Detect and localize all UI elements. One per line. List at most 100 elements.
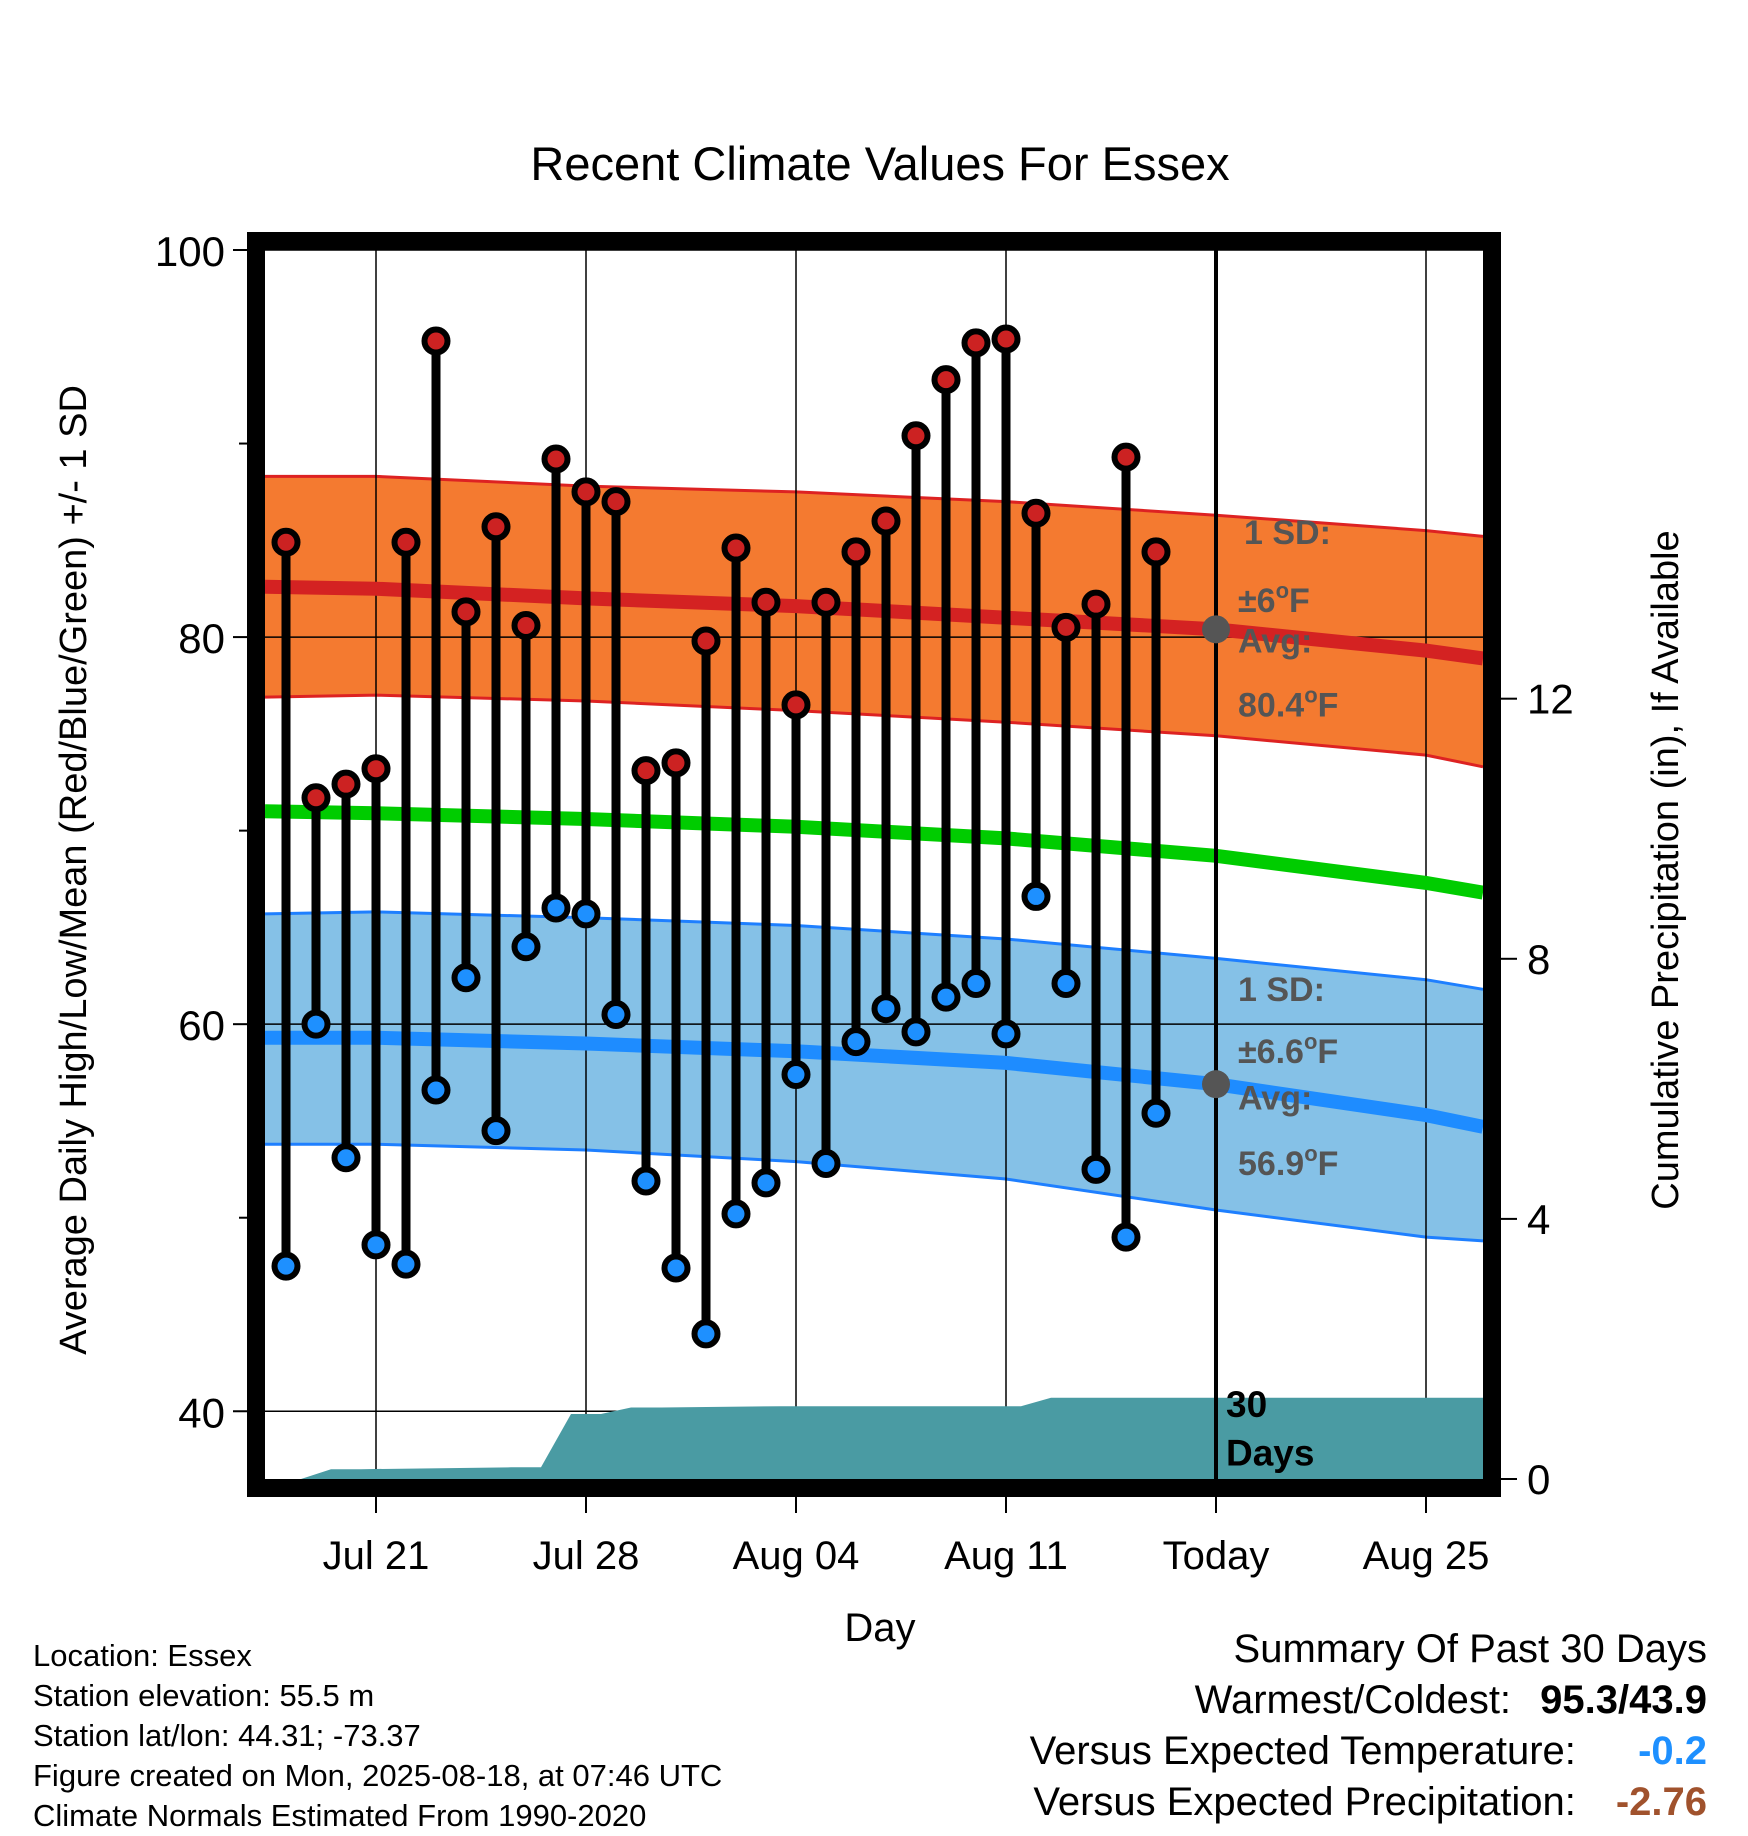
low-temp-point — [271, 1251, 301, 1281]
low-normal-line — [265, 1030, 1485, 1134]
precip-area — [301, 1397, 1483, 1479]
y2-tick-label: 0 — [1527, 1456, 1550, 1503]
high-temp-point — [991, 324, 1021, 354]
latlon-text: Station lat/lon: 44.31; -73.37 — [33, 1718, 421, 1753]
low-temp-point — [661, 1253, 691, 1283]
temp-deviation-label: Versus Expected Temperature: — [1029, 1729, 1576, 1773]
low-temp-point — [871, 994, 901, 1024]
x-tick-label: Jul 21 — [323, 1534, 430, 1578]
low-sd-value: ±6.6oF — [1238, 1029, 1338, 1071]
low-temp-point — [691, 1319, 721, 1349]
low-temp-point — [331, 1143, 361, 1173]
x-tick-label: Aug 11 — [944, 1534, 1068, 1578]
low-temp-point — [1021, 881, 1051, 911]
today-high-avg-marker — [1202, 615, 1230, 644]
x-tick-label: Aug 04 — [733, 1534, 860, 1578]
y2-tick-label: 8 — [1527, 936, 1550, 983]
y-tick-label: 60 — [178, 1002, 225, 1049]
chart-title: Recent Climate Values For Essex — [530, 137, 1229, 190]
x-tick-label: Jul 28 — [533, 1534, 640, 1578]
high-sd-upper-edge — [265, 474, 1484, 538]
y-tick-label: 100 — [155, 228, 225, 275]
low-sd-upper-edge — [264, 910, 1484, 991]
high-temp-point — [271, 527, 301, 557]
today-days-number: 30 — [1226, 1384, 1267, 1425]
high-temp-point — [481, 512, 511, 542]
low-temp-point — [631, 1166, 661, 1196]
high-temp-point — [541, 444, 571, 474]
x-tick-label: Today — [1163, 1534, 1270, 1578]
normals-text: Climate Normals Estimated From 1990-2020 — [33, 1798, 647, 1833]
high-temp-point — [1051, 612, 1081, 642]
high-normal-line — [264, 579, 1484, 666]
low-temp-point — [901, 1017, 931, 1047]
high-temp-point — [601, 487, 631, 517]
low-avg-label: Avg: — [1238, 1079, 1312, 1117]
summary-title: Summary Of Past 30 Days — [1233, 1627, 1707, 1671]
low-temp-point — [1141, 1098, 1171, 1128]
low-temp-point — [421, 1075, 451, 1105]
high-temp-point — [751, 587, 781, 617]
y2-axis-label: Cumulative Precipitation (in), If Availa… — [1645, 530, 1687, 1209]
high-temp-point — [361, 754, 391, 784]
location-text: Location: Essex — [33, 1638, 252, 1673]
high-temp-point — [331, 769, 361, 799]
plot-frame — [247, 232, 1501, 1497]
summary-block: Summary Of Past 30 Days Warmest/Coldest:… — [1030, 1624, 1707, 1828]
high-temp-point — [571, 477, 601, 507]
high-temp-point — [721, 533, 751, 563]
high-sd-label: 1 SD: — [1244, 514, 1331, 552]
axes: 40 60 80 100 0 4 8 12 Jul 21 Jul 28 Aug 04 Aug 11 To… — [155, 228, 1574, 1578]
high-sd-band — [265, 476, 1483, 767]
warmest-value: 95.3/43.9 — [1540, 1678, 1707, 1722]
high-temp-point — [691, 626, 721, 656]
high-temp-point — [1111, 442, 1141, 472]
low-temp-point — [1081, 1154, 1111, 1184]
high-temp-point — [421, 326, 451, 356]
high-temp-point — [811, 587, 841, 617]
low-temp-point — [451, 963, 481, 993]
low-temp-point — [841, 1027, 871, 1057]
high-temp-point — [391, 527, 421, 557]
high-temp-point — [631, 756, 661, 786]
high-temp-point — [1141, 537, 1171, 567]
y-tick-label: 80 — [178, 615, 225, 662]
high-temp-point — [661, 748, 691, 778]
precip-deviation-label: Versus Expected Precipitation: — [1033, 1780, 1576, 1824]
low-temp-point — [781, 1059, 811, 1089]
metadata-block: Location: Essex Station elevation: 55.5 … — [33, 1636, 722, 1836]
high-temp-point — [451, 597, 481, 627]
low-temp-point — [361, 1230, 391, 1260]
high-temp-point — [841, 537, 871, 567]
elevation-text: Station elevation: 55.5 m — [33, 1678, 375, 1713]
low-temp-point — [751, 1168, 781, 1198]
high-temp-point — [301, 783, 331, 813]
low-temp-point — [541, 893, 571, 923]
high-temp-point — [901, 421, 931, 451]
high-sd-value: ±6oF — [1238, 578, 1310, 620]
y2-tick-label: 4 — [1527, 1196, 1550, 1243]
high-temp-point — [1081, 589, 1111, 619]
low-sd-label: 1 SD: — [1238, 971, 1325, 1009]
x-axis-label: Day — [844, 1606, 915, 1650]
high-temp-point — [781, 690, 811, 720]
temp-deviation-value: -0.2 — [1638, 1729, 1707, 1773]
y-tick-label: 40 — [178, 1389, 225, 1436]
x-tick-label: Aug 25 — [1363, 1534, 1490, 1578]
created-text: Figure created on Mon, 2025-08-18, at 07… — [33, 1758, 723, 1793]
low-temp-point — [991, 1019, 1021, 1049]
summary-precip-row: Versus Expected Precipitation: -2.76 — [1030, 1777, 1707, 1828]
low-temp-point — [481, 1116, 511, 1146]
high-temp-point — [871, 506, 901, 536]
high-temp-point — [931, 365, 961, 395]
mean-normal-line — [264, 804, 1485, 900]
low-temp-point — [961, 969, 991, 999]
low-temp-point — [511, 932, 541, 962]
y-axis-label: Average Daily High/Low/Mean (Red/Blue/Gr… — [53, 385, 95, 1355]
high-avg-value: 80.4oF — [1238, 682, 1338, 724]
high-sd-lower-edge — [264, 693, 1484, 769]
y2-tick-label: 12 — [1527, 676, 1574, 723]
summary-temp-row: Versus Expected Temperature: -0.2 — [1030, 1726, 1707, 1777]
